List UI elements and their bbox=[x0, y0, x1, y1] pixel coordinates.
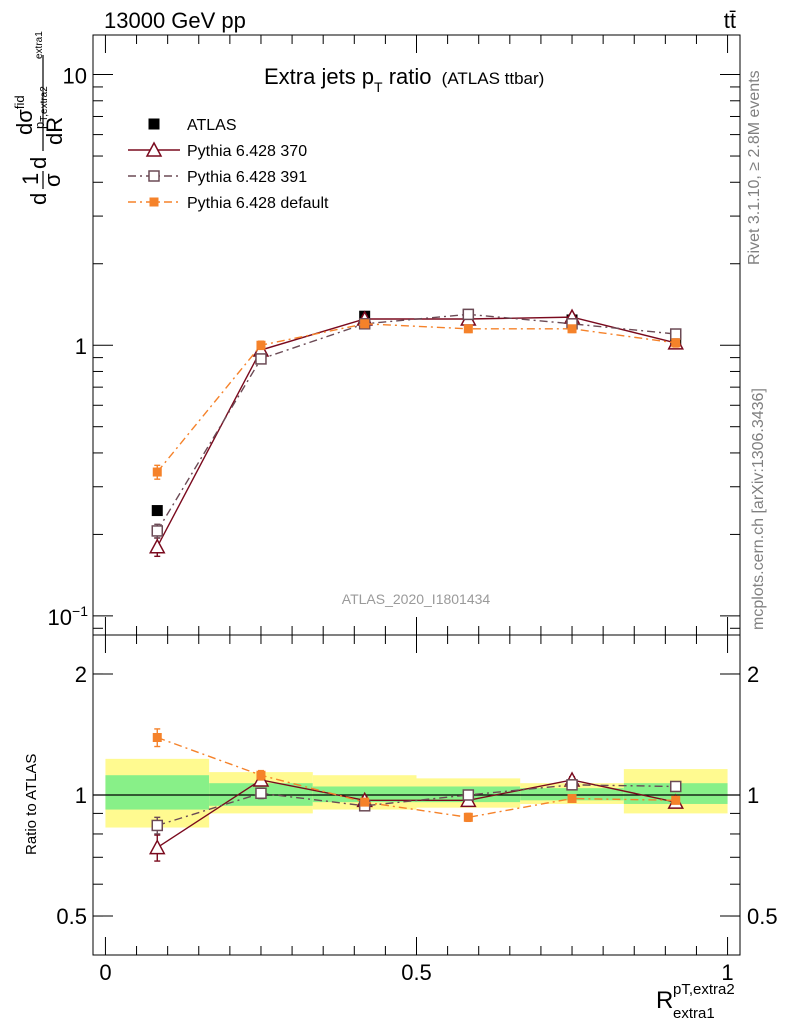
data-point bbox=[463, 324, 473, 334]
data-point bbox=[669, 328, 682, 340]
data-point bbox=[151, 525, 164, 537]
y-tick-label: 2 bbox=[75, 662, 87, 687]
svg-text:pT,extra2: pT,extra2 bbox=[32, 86, 50, 129]
mcplots-label: mcplots.cern.ch [arXiv:1306.3436] bbox=[750, 388, 767, 630]
data-point bbox=[671, 795, 681, 805]
analysis-label: ATLAS_2020_I1801434 bbox=[342, 591, 491, 607]
y-tick-label: 10 bbox=[63, 64, 87, 89]
band-inner bbox=[105, 775, 210, 810]
x-tick-label: 0 bbox=[99, 960, 111, 985]
svg-text:1: 1 bbox=[18, 173, 43, 185]
legend-label: ATLAS bbox=[187, 117, 237, 134]
y-tick-label-right: 0.5 bbox=[747, 904, 778, 929]
data-point bbox=[360, 319, 370, 329]
ratio-series-pythia-6-428-default bbox=[152, 728, 681, 823]
svg-text:dσfid: dσfid bbox=[12, 95, 37, 135]
y-tick-label: 1 bbox=[75, 783, 87, 808]
main-title: Extra jets pT ratio (ATLAS ttbar) bbox=[264, 64, 544, 95]
legend-label: Pythia 6.428 370 bbox=[187, 143, 307, 160]
x-axis-label-sub: extra1 bbox=[673, 1005, 715, 1022]
svg-text:extra1: extra1 bbox=[34, 31, 45, 59]
series-pythia-6-428-default bbox=[152, 319, 681, 480]
legend-item: Pythia 6.428 370 bbox=[128, 141, 307, 160]
x-axis-label: R bbox=[656, 987, 673, 1014]
legend-marker bbox=[148, 170, 160, 182]
data-point bbox=[462, 308, 475, 321]
data-point bbox=[671, 338, 681, 348]
legend-item: ATLAS bbox=[148, 117, 237, 134]
legend-label: Pythia 6.428 391 bbox=[187, 169, 307, 186]
legend-item: Pythia 6.428 391 bbox=[128, 169, 307, 186]
series-line bbox=[156, 313, 676, 532]
data-point bbox=[149, 538, 166, 554]
y-tick-label: 1 bbox=[75, 334, 87, 359]
svg-text:d: d bbox=[26, 193, 51, 205]
data-point bbox=[566, 779, 578, 791]
legend: ATLAS Pythia 6.428 370 Pythia 6.428 391 Pyt… bbox=[128, 117, 329, 212]
ratio-series bbox=[149, 728, 684, 862]
y-tick-label-right: 2 bbox=[747, 662, 759, 687]
series-pythia-6-428-391 bbox=[151, 308, 682, 539]
data-point bbox=[255, 787, 267, 800]
legend-marker bbox=[149, 197, 159, 207]
ratio-series-pythia-6-428-391 bbox=[151, 779, 682, 835]
band-inner bbox=[623, 783, 728, 804]
data-point bbox=[149, 838, 166, 855]
data-point bbox=[152, 467, 162, 477]
x-tick-label: 1 bbox=[721, 960, 733, 985]
x-axis-label-sup: pT,extra2 bbox=[673, 981, 735, 998]
rivet-label: Rivet 3.1.10, ≥ 2.8M events bbox=[746, 70, 763, 265]
legend-label: Pythia 6.428 default bbox=[187, 195, 329, 212]
series-line bbox=[157, 736, 676, 819]
data-point bbox=[256, 340, 266, 350]
process-label: tt̄ bbox=[724, 8, 736, 33]
svg-text:d: d bbox=[26, 157, 51, 169]
main-panel: 10−1 1 10 Extra jets pT ratio (ATLAS ttbar… bbox=[48, 34, 741, 636]
data-point bbox=[463, 812, 473, 822]
svg-text:σ: σ bbox=[40, 173, 65, 187]
ratio-y-label: Ratio to ATLAS bbox=[23, 754, 40, 855]
data-point bbox=[256, 770, 266, 780]
y-tick-label: 0.5 bbox=[56, 904, 87, 929]
series-line bbox=[156, 316, 676, 548]
legend-item: Pythia 6.428 default bbox=[128, 195, 329, 212]
data-point bbox=[567, 794, 577, 804]
ratio-x-ticks: 0 0.5 1 bbox=[99, 635, 734, 985]
data-point bbox=[669, 780, 682, 793]
legend-marker bbox=[145, 141, 163, 157]
data-point bbox=[151, 505, 163, 517]
main-series bbox=[149, 308, 684, 558]
series-pythia-6-428-370 bbox=[149, 308, 684, 558]
svg-text:dR: dR bbox=[42, 117, 67, 145]
ratio-frame bbox=[92, 634, 741, 956]
x-tick-label: 0.5 bbox=[401, 960, 432, 985]
energy-label: 13000 GeV pp bbox=[104, 8, 246, 33]
series-atlas bbox=[151, 308, 682, 517]
ratio-y-ticks: 0.5 0.5 1 1 2 2 bbox=[56, 662, 778, 956]
data-point bbox=[360, 797, 370, 807]
series-line bbox=[157, 784, 676, 827]
data-point bbox=[567, 324, 577, 334]
data-point bbox=[462, 789, 475, 801]
y-tick-label: 10−1 bbox=[48, 603, 89, 630]
main-x-ticks bbox=[104, 35, 729, 635]
ratio-panel: 0.5 0.51 12 2 0 0.5 1 bbox=[56, 634, 778, 985]
main-y-label: d 1 σ d dσfid pT,extra2 dR extra1 bbox=[12, 31, 67, 205]
data-point bbox=[152, 732, 162, 742]
y-tick-label-right: 1 bbox=[747, 783, 759, 808]
data-point bbox=[255, 353, 267, 365]
main-y-ticks: 10−1 1 10 bbox=[48, 64, 740, 630]
data-point bbox=[151, 819, 164, 832]
legend-marker bbox=[148, 118, 160, 130]
